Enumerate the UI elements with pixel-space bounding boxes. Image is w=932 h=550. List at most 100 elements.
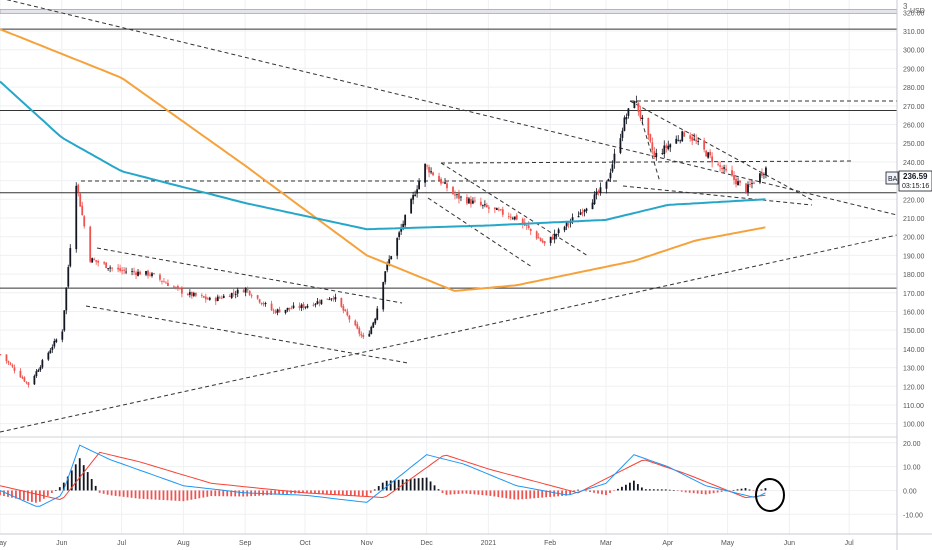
- macd-histogram-bar: [278, 490, 280, 495]
- macd-histogram-bar: [282, 490, 284, 495]
- symbol-label: BA: [888, 176, 898, 183]
- candle-up: [613, 153, 616, 164]
- macd-histogram-bar: [549, 490, 552, 497]
- price-axis[interactable]: 3 USD 320.00 310.00 300.00 290.00 280.00 270.…: [896, 0, 932, 550]
- macd-histogram-bar: [23, 490, 25, 501]
- macd-histogram-bar: [234, 490, 237, 497]
- candle-up: [410, 199, 413, 214]
- candle-up: [51, 347, 54, 350]
- macd-histogram-bar: [306, 490, 308, 493]
- macd-histogram-bar: [688, 490, 691, 493]
- candle-up: [47, 352, 50, 360]
- candle-up: [621, 130, 624, 138]
- price-tick-label: 140.00: [903, 347, 925, 354]
- macd-histogram-bar: [198, 490, 201, 499]
- candle-down: [218, 297, 221, 299]
- candle-up: [234, 294, 237, 295]
- candle-down: [735, 178, 737, 185]
- candle-up: [481, 204, 484, 206]
- candle-down: [358, 328, 361, 334]
- macd-panel: [0, 444, 767, 507]
- macd-histogram-bar: [433, 485, 436, 491]
- macd-histogram-bar: [589, 490, 591, 493]
- macd-histogram-bar: [704, 490, 707, 495]
- macd-histogram-bar: [465, 490, 468, 494]
- price-tick-label: 310.00: [903, 29, 925, 36]
- macd-histogram-bar: [716, 490, 719, 493]
- candle-down: [703, 140, 706, 150]
- candle-up: [655, 153, 658, 157]
- candle-up: [723, 167, 725, 169]
- macd-histogram-bar: [270, 490, 272, 495]
- candle-up: [396, 238, 399, 256]
- candle-down: [250, 295, 253, 297]
- time-axis[interactable]: May Jun Jul Aug Sep Oct Nov Dec 2021 Feb Mar Apr May…: [0, 533, 932, 547]
- candle-up: [372, 322, 375, 328]
- macd-histogram-bar: [521, 490, 524, 500]
- macd-histogram-bar: [190, 490, 193, 500]
- macd-histogram-bar: [214, 490, 217, 497]
- candle-down: [501, 209, 504, 215]
- price-tick-label: 290.00: [903, 66, 925, 73]
- candle-down: [77, 184, 80, 193]
- price-tick-label: 270.00: [903, 104, 925, 111]
- macd-histogram-bar: [525, 490, 528, 499]
- candle-up: [619, 138, 622, 153]
- macd-histogram-bar: [170, 490, 173, 501]
- macd-histogram-bar: [194, 490, 197, 499]
- macd-signal-line: [0, 451, 766, 501]
- macd-histogram-bar: [385, 480, 388, 491]
- candle-down: [745, 183, 747, 193]
- candle-up: [633, 101, 636, 109]
- macd-histogram-bar: [377, 486, 380, 491]
- price-tick-label: 180.00: [903, 272, 925, 279]
- candle-down: [103, 262, 106, 264]
- macd-histogram-bar: [485, 490, 488, 496]
- candle-up: [599, 187, 602, 193]
- candle-up: [63, 310, 66, 331]
- macd-histogram-bar: [182, 490, 185, 502]
- candle-down: [691, 137, 694, 141]
- candle-down: [95, 260, 98, 262]
- candle-down: [432, 172, 434, 176]
- candle-up: [276, 309, 279, 313]
- macd-histogram-bar: [226, 490, 229, 497]
- macd-histogram-bar: [493, 490, 496, 497]
- candle-down: [135, 272, 137, 275]
- candle-up: [41, 360, 44, 368]
- candle-down: [220, 297, 223, 299]
- macd-histogram-bar: [605, 490, 607, 496]
- macd-histogram-bar: [242, 490, 245, 497]
- candle-up: [765, 167, 767, 176]
- macd-histogram-bar: [680, 490, 683, 492]
- candle-down: [246, 289, 249, 291]
- candle-down: [93, 259, 96, 261]
- candle-up: [264, 303, 267, 305]
- macd-tick-label: 0.00: [903, 488, 917, 495]
- candle-down: [705, 150, 708, 157]
- currency-label: USD: [910, 8, 925, 15]
- candle-up: [444, 182, 446, 184]
- macd-histogram-bar: [561, 490, 564, 496]
- macd-histogram-bar: [286, 490, 288, 494]
- price-tick-label: 170.00: [903, 291, 925, 298]
- candle-down: [529, 228, 532, 231]
- price-tick-label: 320.00: [903, 10, 925, 17]
- macd-histogram-bar: [389, 480, 392, 491]
- candle-down: [290, 308, 293, 310]
- time-label: Jul: [117, 540, 126, 547]
- candle-up: [511, 218, 514, 220]
- price-tick-label: 260.00: [903, 123, 925, 130]
- candle-down: [180, 288, 183, 294]
- macd-histogram-bar: [134, 490, 137, 499]
- price-tick-label: 200.00: [903, 235, 925, 242]
- macd-histogram-bar: [27, 490, 29, 502]
- candle-up: [623, 117, 626, 131]
- candle-up: [669, 144, 672, 148]
- macd-histogram-bar: [318, 490, 320, 494]
- time-label: Mar: [600, 540, 613, 547]
- candle-down: [709, 151, 712, 156]
- candle-down: [248, 290, 251, 295]
- candle-up: [316, 301, 319, 305]
